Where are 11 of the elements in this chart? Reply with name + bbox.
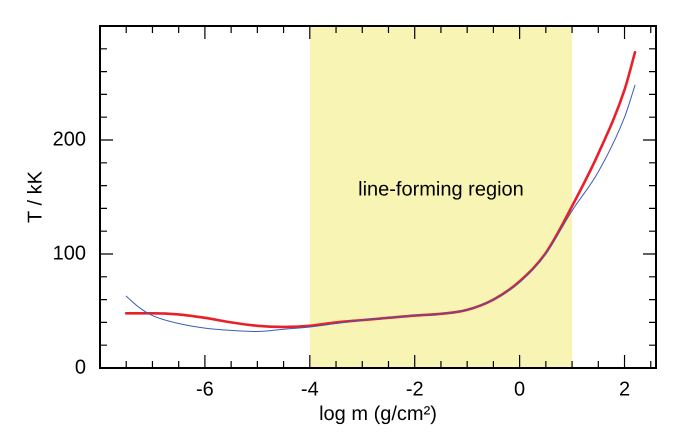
x-tick-label: 2: [618, 378, 630, 401]
band-label: line-forming region: [358, 178, 524, 201]
x-tick-label: -6: [196, 378, 214, 401]
x-tick-label: -2: [406, 378, 424, 401]
y-tick-label: 0: [74, 356, 86, 379]
x-axis-title: log m (g/cm²): [319, 403, 437, 425]
y-axis-title: T / kK: [24, 170, 47, 223]
x-tick-label: -4: [300, 378, 319, 401]
y-tick-label: 200: [52, 128, 86, 151]
x-tick-label: 0: [514, 378, 526, 401]
y-tick-label: 100: [52, 242, 86, 265]
